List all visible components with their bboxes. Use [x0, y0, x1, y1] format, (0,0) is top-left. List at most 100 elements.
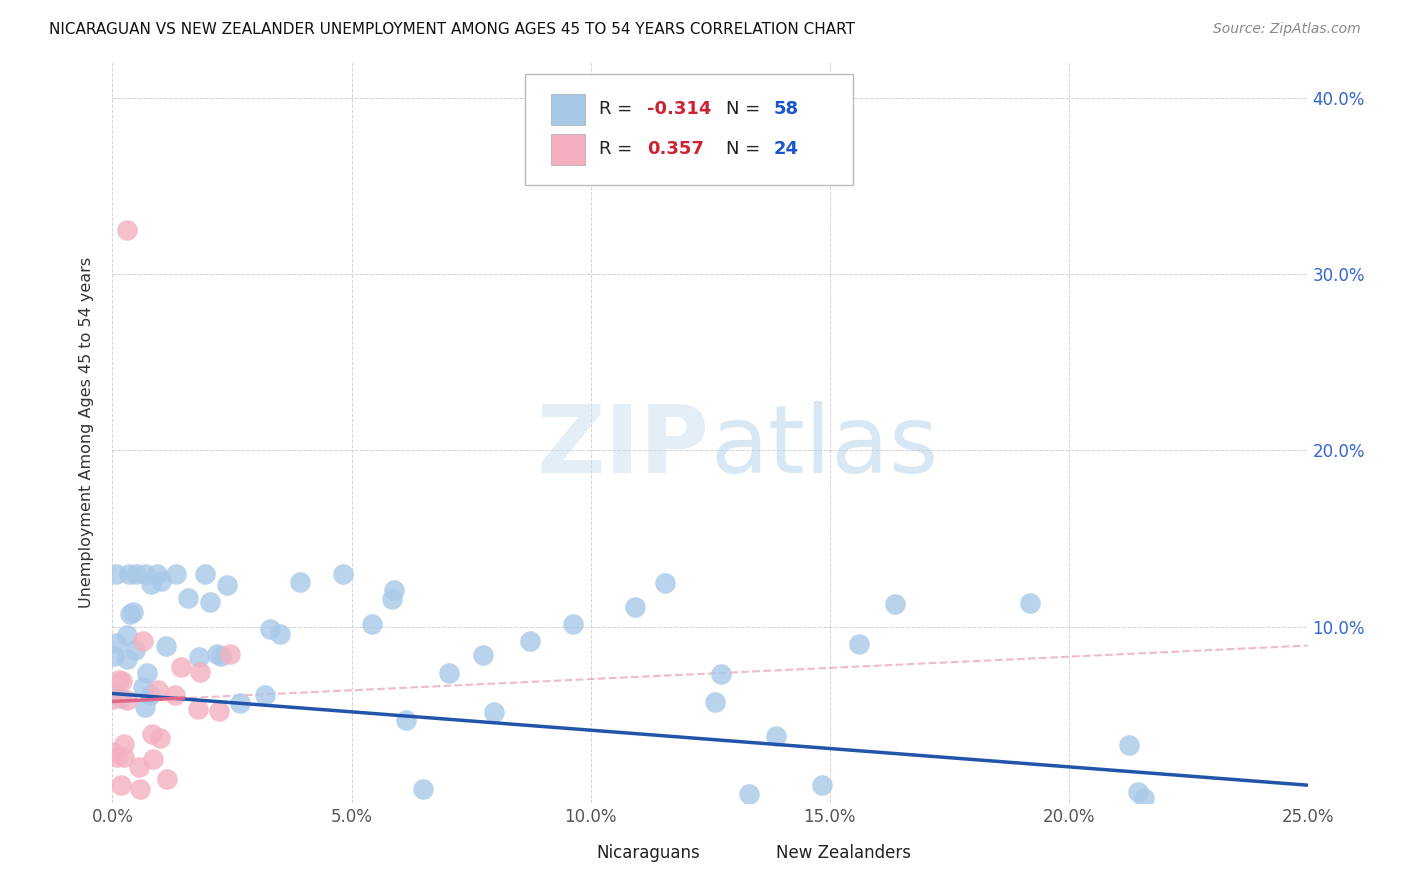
Point	[332, 566, 354, 581]
Point	[1018, 596, 1040, 610]
Point	[103, 649, 125, 664]
Point	[200, 595, 222, 609]
Bar	[551, 134, 585, 165]
Point	[254, 688, 277, 702]
Point	[188, 665, 211, 680]
Point	[738, 787, 761, 801]
Point	[710, 667, 733, 681]
Point	[165, 688, 187, 702]
Point	[1133, 790, 1156, 805]
Point	[135, 666, 157, 681]
Point	[142, 752, 165, 766]
Text: atlas: atlas	[710, 401, 938, 493]
Point	[101, 686, 124, 700]
Point	[848, 637, 870, 651]
Point	[108, 673, 131, 687]
Point	[205, 648, 228, 662]
Point	[207, 704, 229, 718]
Point	[141, 727, 163, 741]
Point	[134, 566, 156, 581]
Point	[111, 674, 134, 689]
Point	[811, 778, 834, 792]
Point	[110, 778, 132, 792]
Point	[110, 691, 132, 706]
Text: New Zealanders: New Zealanders	[776, 844, 911, 863]
Point	[112, 737, 135, 751]
Point	[132, 681, 155, 695]
Text: N =: N =	[725, 100, 765, 118]
Point	[209, 648, 232, 663]
Bar	[551, 844, 586, 863]
Text: 0.357: 0.357	[647, 140, 703, 158]
Point	[146, 682, 169, 697]
Point	[118, 566, 141, 581]
Text: ZIP: ZIP	[537, 401, 710, 493]
Point	[381, 591, 404, 606]
Point	[124, 643, 146, 657]
Text: R =: R =	[599, 100, 638, 118]
Point	[437, 665, 460, 680]
Point	[884, 597, 907, 611]
Text: N =: N =	[725, 140, 765, 158]
Point	[115, 223, 138, 237]
Point	[122, 605, 145, 619]
Text: 24: 24	[773, 140, 799, 158]
Point	[139, 688, 162, 702]
Point	[269, 626, 291, 640]
Point	[382, 583, 405, 598]
Point	[134, 700, 156, 714]
Point	[150, 574, 173, 588]
Point	[115, 628, 138, 642]
Y-axis label: Unemployment Among Ages 45 to 54 years: Unemployment Among Ages 45 to 54 years	[79, 257, 94, 608]
Point	[105, 750, 128, 764]
Point	[219, 647, 242, 661]
Point	[112, 750, 135, 764]
Point	[259, 622, 281, 636]
Point	[101, 692, 124, 706]
Text: R =: R =	[599, 140, 644, 158]
Point	[156, 772, 179, 787]
Point	[128, 759, 150, 773]
Point	[165, 566, 187, 581]
Point	[139, 576, 162, 591]
Point	[124, 566, 146, 581]
Point	[115, 652, 138, 666]
Point	[155, 639, 177, 653]
Bar	[728, 844, 763, 863]
Point	[194, 566, 217, 581]
Point	[288, 575, 311, 590]
Text: 58: 58	[773, 100, 799, 118]
Point	[482, 705, 505, 719]
Point	[1118, 738, 1140, 752]
Point	[146, 566, 169, 581]
Point	[101, 745, 124, 759]
Point	[562, 617, 585, 632]
Point	[176, 591, 198, 606]
Point	[654, 575, 676, 590]
Text: NICARAGUAN VS NEW ZEALANDER UNEMPLOYMENT AMONG AGES 45 TO 54 YEARS CORRELATION C: NICARAGUAN VS NEW ZEALANDER UNEMPLOYMENT…	[49, 22, 855, 37]
Point	[118, 607, 141, 622]
Text: Source: ZipAtlas.com: Source: ZipAtlas.com	[1213, 22, 1361, 37]
Point	[703, 695, 725, 709]
Bar	[551, 94, 585, 125]
Point	[115, 693, 138, 707]
Point	[229, 696, 252, 710]
Text: Nicaraguans: Nicaraguans	[596, 844, 700, 863]
Point	[412, 781, 434, 796]
Point	[623, 600, 645, 615]
Point	[395, 713, 418, 727]
Point	[105, 636, 128, 650]
Point	[132, 633, 155, 648]
Point	[472, 648, 495, 662]
Text: -0.314: -0.314	[647, 100, 711, 118]
Point	[360, 617, 382, 632]
Point	[187, 702, 209, 716]
Point	[170, 660, 193, 674]
Point	[105, 566, 128, 581]
Point	[129, 781, 152, 796]
Point	[149, 731, 172, 745]
Point	[519, 634, 541, 648]
FancyBboxPatch shape	[524, 73, 853, 185]
Point	[1126, 785, 1149, 799]
Point	[215, 578, 238, 592]
